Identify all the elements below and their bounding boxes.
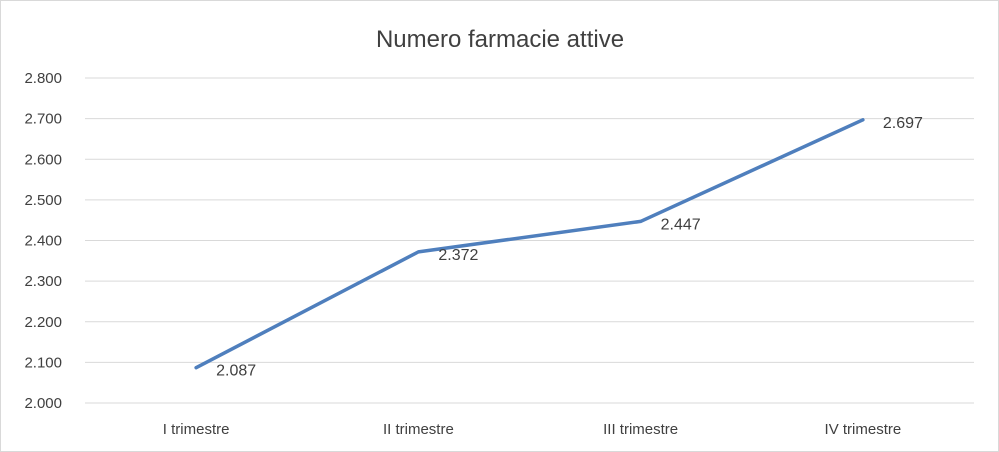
x-tick-label: III trimestre [603,421,678,438]
data-label: 2.087 [216,363,256,380]
data-point [194,366,198,370]
series-line [194,118,865,370]
data-label: 2.447 [661,216,701,233]
data-point [861,118,865,122]
y-tick-label: 2.200 [24,314,62,331]
y-tick-label: 2.700 [24,111,62,128]
gridlines [85,77,974,404]
data-labels: 2.087 2.372 2.447 2.697 [216,115,923,380]
data-label: 2.372 [438,247,478,264]
x-axis-ticks: I trimestre II trimestre III trimestre IV t… [163,421,901,438]
y-tick-label: 2.100 [24,354,62,371]
y-tick-label: 2.000 [24,395,62,412]
data-point [639,219,643,223]
x-tick-label: I trimestre [163,421,230,438]
series-layer [194,118,865,370]
y-tick-label: 2.300 [24,273,62,290]
y-tick-label: 2.800 [24,70,62,87]
chart-title: Numero farmacie attive [376,26,624,53]
y-tick-label: 2.600 [24,151,62,168]
y-axis-ticks: 2.000 2.100 2.200 2.300 2.400 2.500 2.600 2.700… [24,70,62,412]
x-tick-label: IV trimestre [825,421,902,438]
y-tick-label: 2.400 [24,233,62,250]
data-label: 2.697 [883,115,923,132]
data-point [416,250,420,254]
x-tick-label: II trimestre [383,421,454,438]
y-tick-label: 2.500 [24,192,62,209]
